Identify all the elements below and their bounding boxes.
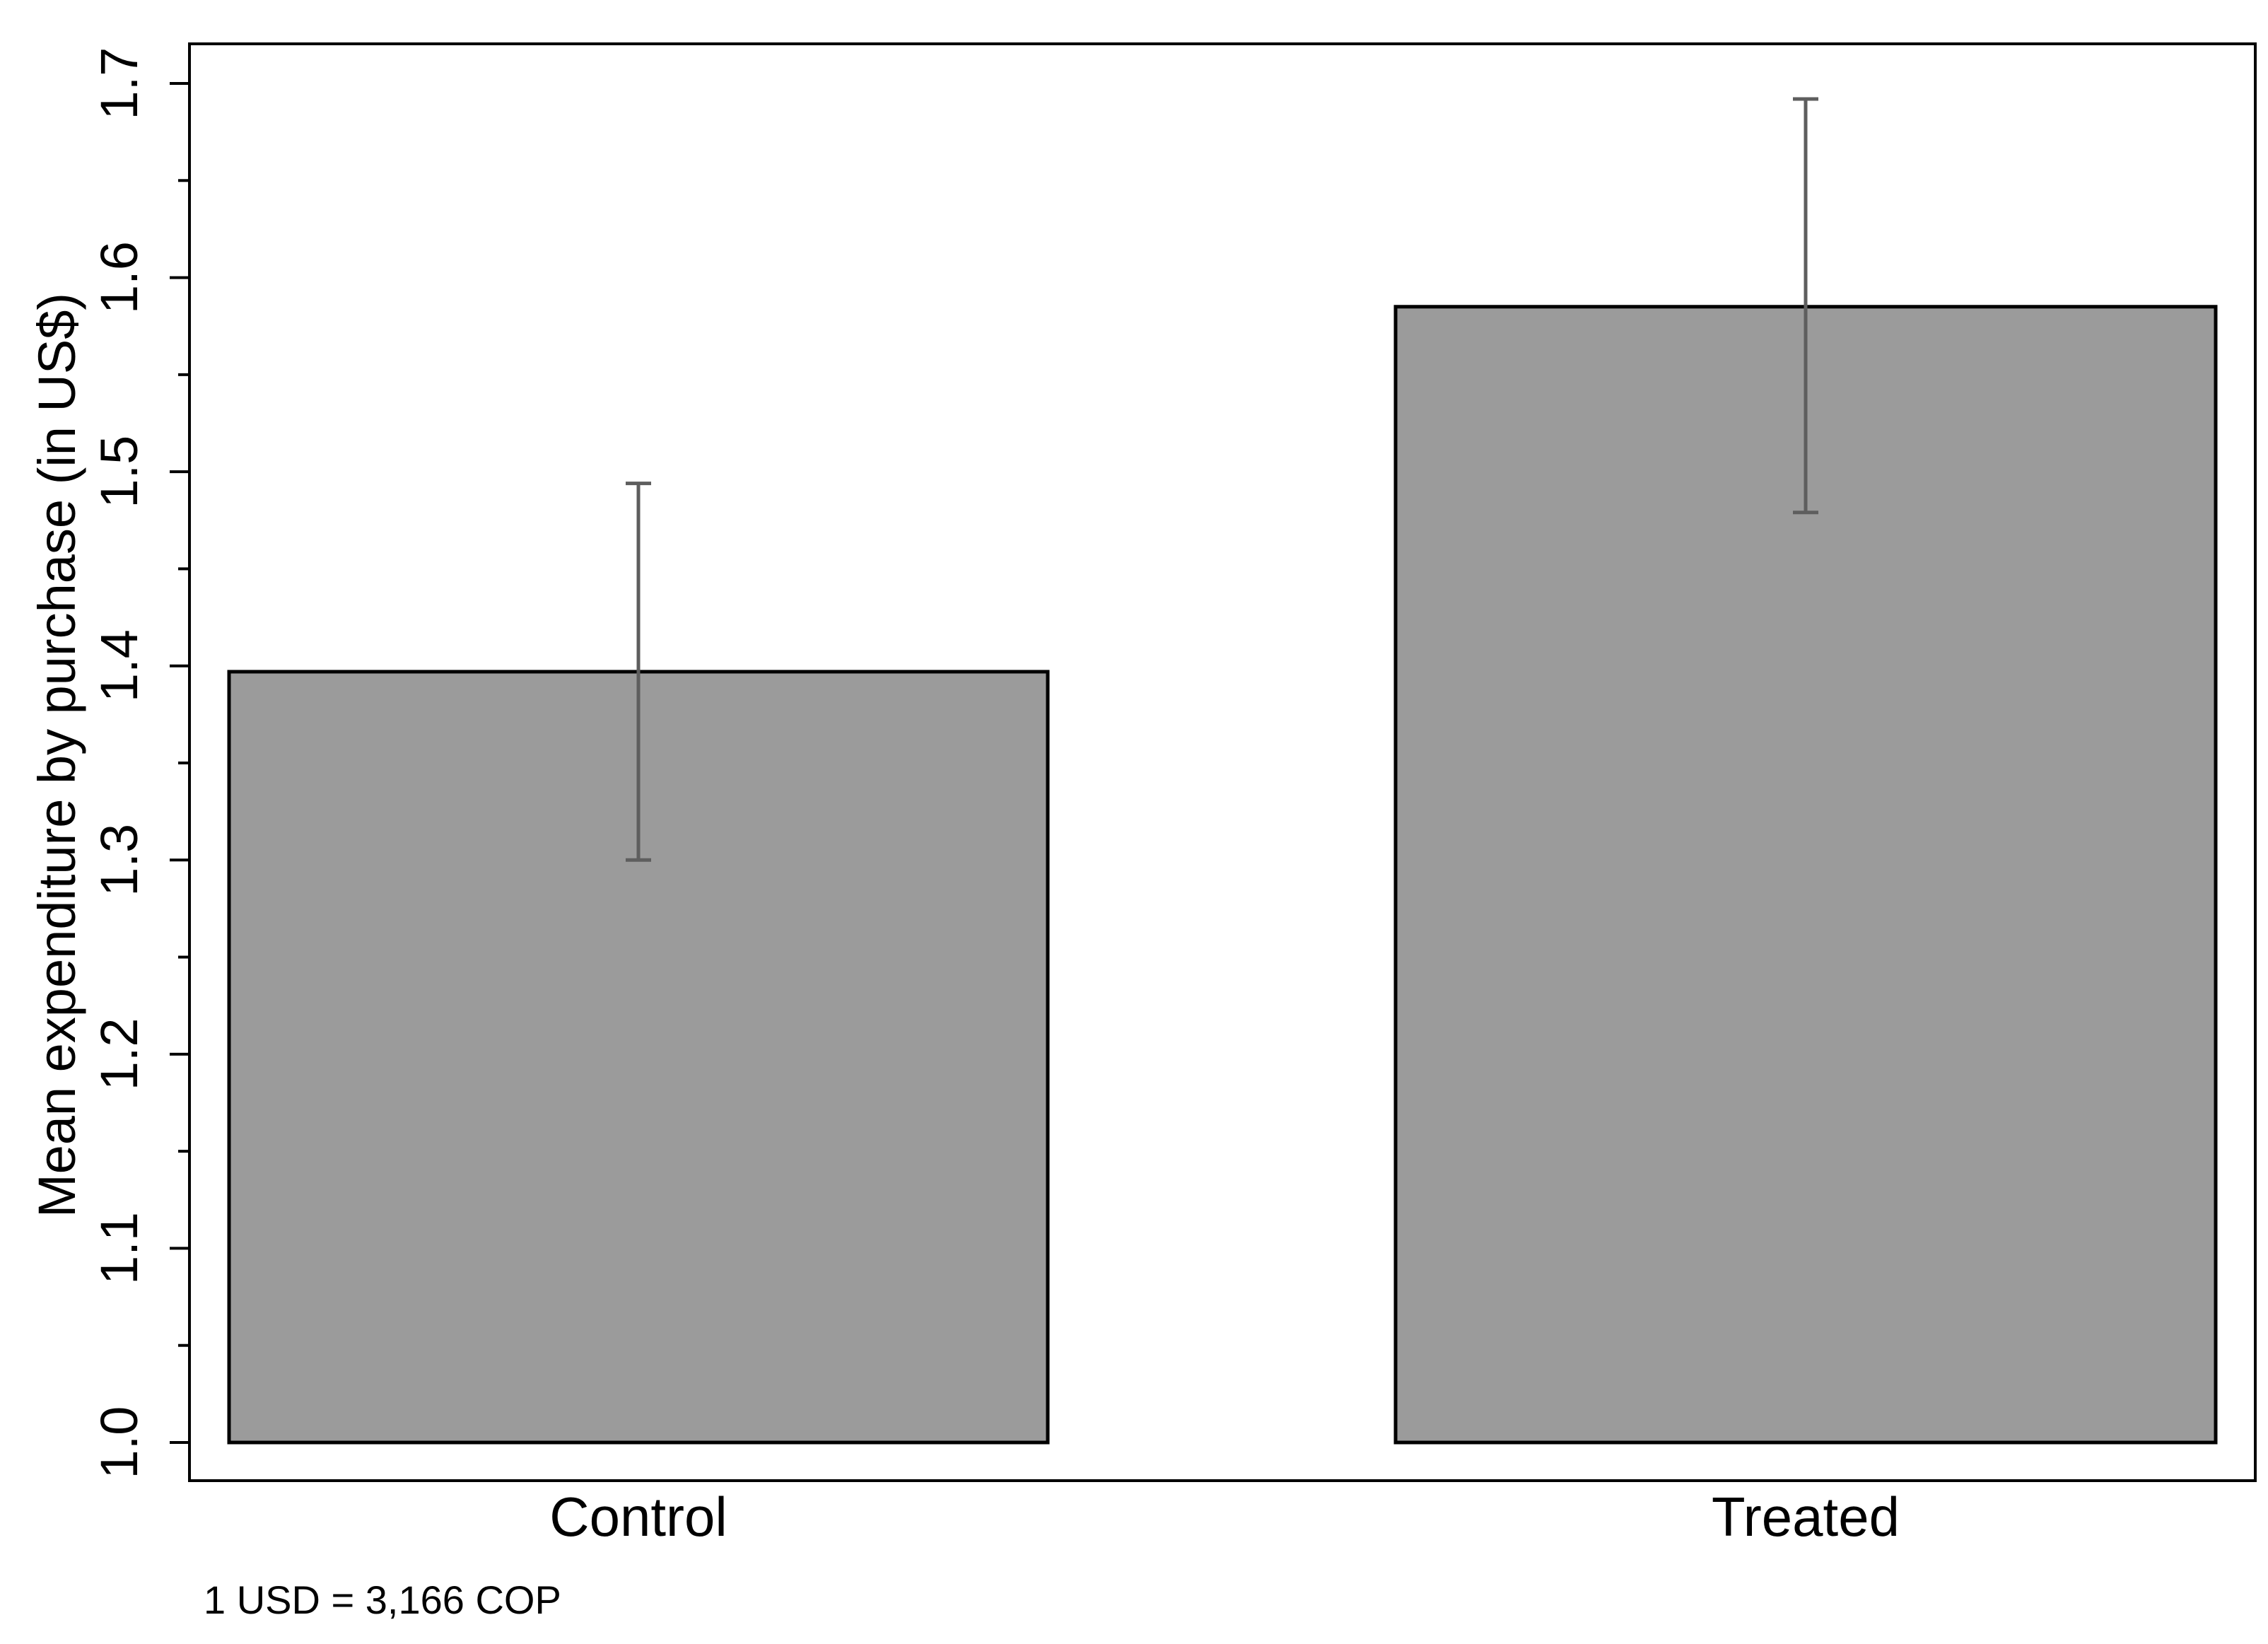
y-tick-label: 1.4: [90, 629, 148, 702]
y-tick-label: 1.0: [90, 1406, 148, 1479]
x-tick-label-treated: Treated: [1712, 1486, 1900, 1548]
y-tick-label: 1.6: [90, 241, 148, 314]
y-tick-label: 1.2: [90, 1018, 148, 1090]
y-tick-label: 1.3: [90, 824, 148, 897]
error-bars-group: [626, 97, 1818, 862]
y-tick-label: 1.5: [90, 436, 148, 508]
y-tick-label: 1.7: [90, 47, 148, 120]
y-axis: 1.0 1.1 1.2 1.3 1.4 1.5 1.6 1.7: [90, 47, 189, 1479]
y-axis-label: Mean expenditure by purchase (in US$): [28, 293, 86, 1218]
currency-note: 1 USD = 3,166 COP: [204, 1578, 561, 1622]
x-tick-label-control: Control: [549, 1486, 727, 1548]
x-axis-labels: Control Treated: [549, 1486, 1900, 1548]
y-tick-label: 1.1: [90, 1212, 148, 1285]
